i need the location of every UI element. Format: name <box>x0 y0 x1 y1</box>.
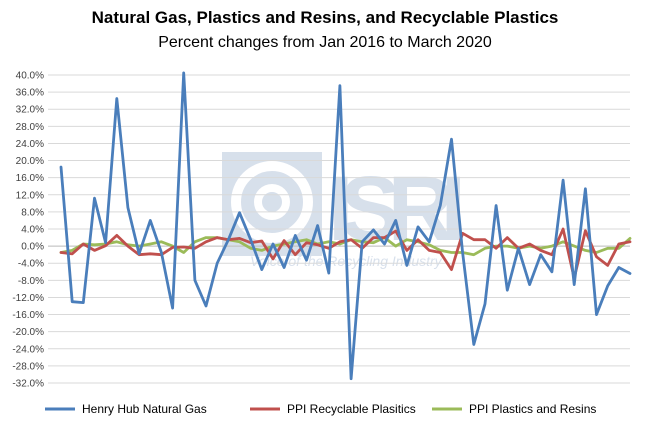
y-tick-label: 32.0% <box>16 105 44 116</box>
y-tick-label: 40.0% <box>16 71 44 82</box>
y-tick-label: 24.0% <box>16 139 44 150</box>
y-tick-label: -20.0% <box>12 327 44 338</box>
y-tick-label: 16.0% <box>16 173 44 184</box>
y-tick-label: 0.0% <box>21 242 44 253</box>
y-tick-label: -8.0% <box>18 276 44 287</box>
series-lines <box>59 71 632 381</box>
y-tick-label: -32.0% <box>12 379 44 390</box>
y-tick-label: 12.0% <box>16 190 44 201</box>
isri-watermark-logo: ISRI Voice of the Recycling Industry <box>222 152 466 269</box>
y-tick-label: -28.0% <box>12 361 44 372</box>
y-axis-tick-labels: 40.0% 36.0% 32.0% 28.0% 24.0% 20.0% 16.0% 12.0%… <box>12 71 44 390</box>
y-tick-label: -16.0% <box>12 310 44 321</box>
legend-label-0: Henry Hub Natural Gas <box>82 402 207 416</box>
legend-label-1: PPI Recyclable Plasitics <box>287 402 416 416</box>
y-tick-label: -12.0% <box>12 293 44 304</box>
watermark-logo-ring <box>231 161 313 243</box>
y-tick-label: 28.0% <box>16 122 44 133</box>
y-tick-label: -24.0% <box>12 344 44 355</box>
y-tick-label: 20.0% <box>16 156 44 167</box>
y-tick-label: 8.0% <box>21 207 44 218</box>
series-line-0 <box>59 71 632 381</box>
chart-title: Natural Gas, Plastics and Resins, and Re… <box>91 8 559 27</box>
y-tick-label: 4.0% <box>21 225 44 236</box>
legend-label-2: PPI Plastics and Resins <box>469 402 596 416</box>
chart-subtitle: Percent changes from Jan 2016 to March 2… <box>158 34 492 51</box>
watermark-brand-text: ISRI <box>328 158 466 260</box>
y-tick-label: -4.0% <box>18 259 44 270</box>
watermark-logo-core <box>254 184 290 220</box>
legend: Henry Hub Natural Gas PPI Recyclable Plas… <box>45 402 596 416</box>
y-tick-label: 36.0% <box>16 88 44 99</box>
